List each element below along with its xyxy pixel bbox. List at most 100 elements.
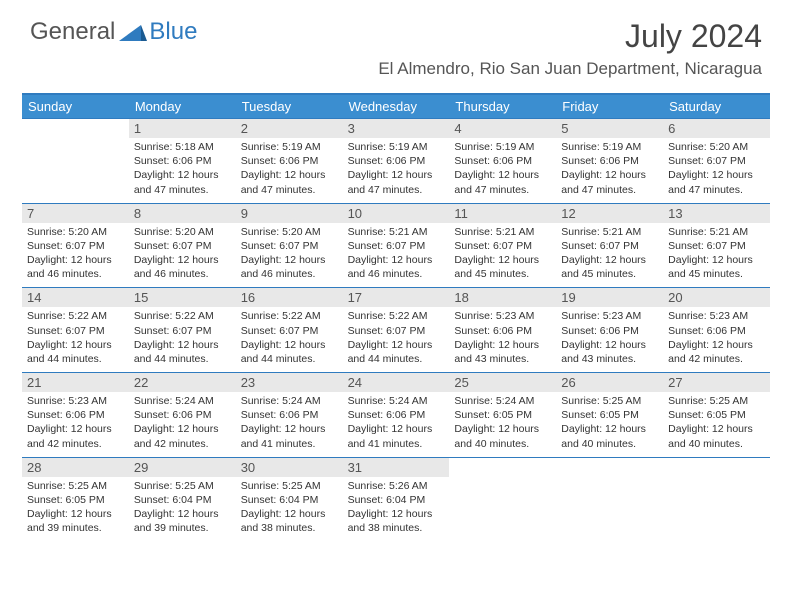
- day-cell: 26Sunrise: 5:25 AMSunset: 6:05 PMDayligh…: [556, 373, 663, 457]
- day-number: 3: [343, 119, 450, 138]
- day-number: 20: [663, 288, 770, 307]
- sunrise-line: Sunrise: 5:20 AM: [668, 140, 765, 154]
- daylight-line: Daylight: 12 hours and 43 minutes.: [454, 338, 551, 366]
- day-cell: [556, 458, 663, 542]
- daylight-line: Daylight: 12 hours and 44 minutes.: [27, 338, 124, 366]
- weekday-header-row: SundayMondayTuesdayWednesdayThursdayFrid…: [22, 95, 770, 118]
- sunset-line: Sunset: 6:04 PM: [134, 493, 231, 507]
- day-number: 6: [663, 119, 770, 138]
- sunset-line: Sunset: 6:06 PM: [454, 154, 551, 168]
- week-row: 7Sunrise: 5:20 AMSunset: 6:07 PMDaylight…: [22, 203, 770, 288]
- sunrise-line: Sunrise: 5:24 AM: [241, 394, 338, 408]
- sunrise-line: Sunrise: 5:19 AM: [454, 140, 551, 154]
- sunset-line: Sunset: 6:05 PM: [668, 408, 765, 422]
- day-cell: 6 Sunrise: 5:20 AMSunset: 6:07 PMDaylight…: [663, 119, 770, 203]
- day-cell: 5Sunrise: 5:19 AMSunset: 6:06 PMDaylight…: [556, 119, 663, 203]
- day-cell: 31Sunrise: 5:26 AMSunset: 6:04 PMDayligh…: [343, 458, 450, 542]
- sunset-line: Sunset: 6:07 PM: [241, 324, 338, 338]
- sunset-line: Sunset: 6:07 PM: [348, 324, 445, 338]
- day-cell: 9Sunrise: 5:20 AMSunset: 6:07 PMDaylight…: [236, 204, 343, 288]
- weekday-header-cell: Sunday: [22, 95, 129, 118]
- sunset-line: Sunset: 6:07 PM: [241, 239, 338, 253]
- sunset-line: Sunset: 6:06 PM: [668, 324, 765, 338]
- daylight-line: Daylight: 12 hours and 38 minutes.: [241, 507, 338, 535]
- daylight-line: Daylight: 12 hours and 46 minutes.: [241, 253, 338, 281]
- sunset-line: Sunset: 6:05 PM: [27, 493, 124, 507]
- day-number: 7: [22, 204, 129, 223]
- day-number: 1: [129, 119, 236, 138]
- daylight-line: Daylight: 12 hours and 44 minutes.: [348, 338, 445, 366]
- daylight-line: Daylight: 12 hours and 40 minutes.: [668, 422, 765, 450]
- day-number: 28: [22, 458, 129, 477]
- day-number: 17: [343, 288, 450, 307]
- day-number: 30: [236, 458, 343, 477]
- day-cell: 28 Sunrise: 5:25 AMSunset: 6:05 PMDayligh…: [22, 458, 129, 542]
- daylight-line: Daylight: 12 hours and 40 minutes.: [454, 422, 551, 450]
- sunset-line: Sunset: 6:07 PM: [668, 154, 765, 168]
- day-cell: 12Sunrise: 5:21 AMSunset: 6:07 PMDayligh…: [556, 204, 663, 288]
- daylight-line: Daylight: 12 hours and 47 minutes.: [668, 168, 765, 196]
- day-cell: 16Sunrise: 5:22 AMSunset: 6:07 PMDayligh…: [236, 288, 343, 372]
- location-text: El Almendro, Rio San Juan Department, Ni…: [378, 59, 762, 79]
- daylight-line: Daylight: 12 hours and 47 minutes.: [241, 168, 338, 196]
- sunrise-line: Sunrise: 5:21 AM: [668, 225, 765, 239]
- day-number: 15: [129, 288, 236, 307]
- sunrise-line: Sunrise: 5:23 AM: [454, 309, 551, 323]
- sunrise-line: Sunrise: 5:22 AM: [348, 309, 445, 323]
- day-cell: 18Sunrise: 5:23 AMSunset: 6:06 PMDayligh…: [449, 288, 556, 372]
- day-number: 23: [236, 373, 343, 392]
- daylight-line: Daylight: 12 hours and 46 minutes.: [348, 253, 445, 281]
- sunrise-line: Sunrise: 5:22 AM: [241, 309, 338, 323]
- daylight-line: Daylight: 12 hours and 46 minutes.: [134, 253, 231, 281]
- logo-triangle-icon: [119, 23, 147, 41]
- sunrise-line: Sunrise: 5:26 AM: [348, 479, 445, 493]
- sunset-line: Sunset: 6:06 PM: [561, 324, 658, 338]
- daylight-line: Daylight: 12 hours and 45 minutes.: [561, 253, 658, 281]
- day-number: 14: [22, 288, 129, 307]
- sunrise-line: Sunrise: 5:19 AM: [561, 140, 658, 154]
- daylight-line: Daylight: 12 hours and 47 minutes.: [561, 168, 658, 196]
- sunset-line: Sunset: 6:06 PM: [27, 408, 124, 422]
- day-cell: 25Sunrise: 5:24 AMSunset: 6:05 PMDayligh…: [449, 373, 556, 457]
- sunrise-line: Sunrise: 5:25 AM: [561, 394, 658, 408]
- daylight-line: Daylight: 12 hours and 40 minutes.: [561, 422, 658, 450]
- day-number: 18: [449, 288, 556, 307]
- daylight-line: Daylight: 12 hours and 39 minutes.: [134, 507, 231, 535]
- sunrise-line: Sunrise: 5:25 AM: [668, 394, 765, 408]
- sunset-line: Sunset: 6:07 PM: [134, 324, 231, 338]
- day-cell: 22Sunrise: 5:24 AMSunset: 6:06 PMDayligh…: [129, 373, 236, 457]
- sunset-line: Sunset: 6:06 PM: [348, 408, 445, 422]
- sunset-line: Sunset: 6:04 PM: [348, 493, 445, 507]
- logo-text-blue: Blue: [149, 18, 197, 46]
- sunrise-line: Sunrise: 5:21 AM: [561, 225, 658, 239]
- sunset-line: Sunset: 6:07 PM: [454, 239, 551, 253]
- logo: General Blue: [30, 18, 197, 46]
- sunrise-line: Sunrise: 5:24 AM: [454, 394, 551, 408]
- day-number: 27: [663, 373, 770, 392]
- daylight-line: Daylight: 12 hours and 47 minutes.: [348, 168, 445, 196]
- week-row: 28Sunrise: 5:25 AMSunset: 6:05 PMDayligh…: [22, 457, 770, 542]
- day-number: 9: [236, 204, 343, 223]
- sunset-line: Sunset: 6:04 PM: [241, 493, 338, 507]
- weekday-header-cell: Wednesday: [343, 95, 450, 118]
- sunrise-line: Sunrise: 5:25 AM: [27, 479, 124, 493]
- weekday-header-cell: Monday: [129, 95, 236, 118]
- day-number: 8: [129, 204, 236, 223]
- sunrise-line: Sunrise: 5:22 AM: [27, 309, 124, 323]
- day-number: 12: [556, 204, 663, 223]
- day-number: 10: [343, 204, 450, 223]
- sunrise-line: Sunrise: 5:19 AM: [241, 140, 338, 154]
- day-cell: [663, 458, 770, 542]
- sunrise-line: Sunrise: 5:23 AM: [561, 309, 658, 323]
- sunset-line: Sunset: 6:06 PM: [134, 154, 231, 168]
- daylight-line: Daylight: 12 hours and 39 minutes.: [27, 507, 124, 535]
- daylight-line: Daylight: 12 hours and 45 minutes.: [668, 253, 765, 281]
- sunrise-line: Sunrise: 5:24 AM: [134, 394, 231, 408]
- day-number: 31: [343, 458, 450, 477]
- weekday-header-cell: Saturday: [663, 95, 770, 118]
- day-number: 22: [129, 373, 236, 392]
- daylight-line: Daylight: 12 hours and 41 minutes.: [241, 422, 338, 450]
- day-number: 21: [22, 373, 129, 392]
- daylight-line: Daylight: 12 hours and 41 minutes.: [348, 422, 445, 450]
- day-cell: 14Sunrise: 5:22 AMSunset: 6:07 PMDayligh…: [22, 288, 129, 372]
